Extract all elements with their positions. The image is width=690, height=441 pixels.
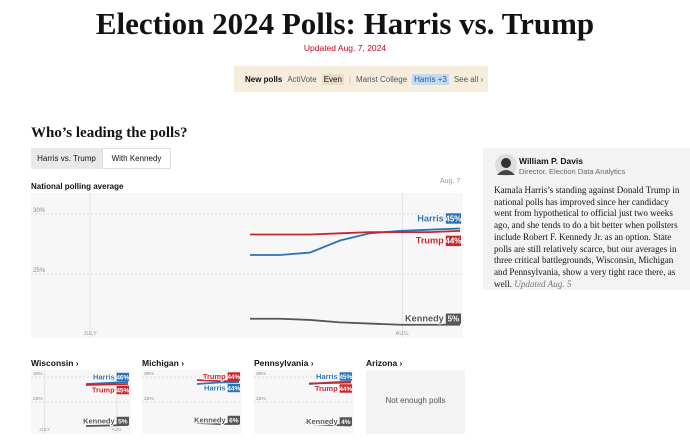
- line: [85, 383, 129, 386]
- author-role: Director, Election Data Analytics: [519, 167, 626, 176]
- note: Not enough polls: [385, 396, 446, 405]
- tab[interactable]: Harris vs. Trump: [31, 148, 102, 169]
- poll-result: Even: [321, 73, 344, 85]
- state-title[interactable]: Arizona ›: [366, 358, 403, 368]
- tag-bg: [445, 235, 461, 247]
- tag-bg: [445, 213, 461, 224]
- see-all[interactable]: See all ›: [453, 74, 484, 84]
- tag-bg: [116, 385, 129, 395]
- line: [250, 230, 461, 236]
- x-tick-label: AUG.: [111, 427, 122, 432]
- tag-value: 45%: [445, 214, 461, 223]
- tag-value: 5%: [118, 418, 128, 425]
- series-name: Harris: [417, 213, 444, 223]
- tag-bg: [227, 372, 240, 381]
- series-name: Kennedy: [405, 314, 445, 324]
- tag-bg: [339, 384, 352, 393]
- tag-value: 46%: [116, 374, 129, 381]
- chart-title: National polling average: [31, 182, 124, 191]
- poll-result: Harris +3: [412, 73, 449, 85]
- line: [196, 381, 240, 385]
- tag-value: 5%: [448, 315, 460, 324]
- series-name: Harris: [316, 372, 338, 381]
- y-tick-label: 30%: [33, 208, 46, 214]
- tag-bg: [116, 416, 129, 426]
- tag-bg: [227, 383, 240, 393]
- line: [308, 381, 352, 385]
- section-title: Who’s leading the polls?: [31, 125, 188, 141]
- x-tick-label: JULY: [84, 331, 98, 337]
- tag-bg: [339, 417, 352, 426]
- tag-value: 44%: [227, 374, 240, 381]
- series-name: Kennedy: [194, 415, 226, 424]
- x-tick-label: AUG.: [396, 331, 410, 337]
- tag-value: 6%: [229, 417, 239, 424]
- pollster: ActiVote: [287, 74, 317, 84]
- updated: Updated Aug. 7, 2024: [303, 43, 387, 53]
- line: [250, 317, 460, 326]
- author-text: Kamala Harris’s standing against Donald …: [494, 185, 680, 290]
- series-name: Trump: [203, 372, 226, 381]
- series-name: Kennedy: [83, 416, 115, 425]
- new-polls-label: New polls: [245, 74, 283, 84]
- tab[interactable]: With Kennedy: [102, 148, 171, 169]
- y-tick-label: 30%: [144, 371, 154, 377]
- tag-bg: [445, 313, 461, 324]
- series-name: Harris: [204, 383, 226, 392]
- avatar: [495, 154, 517, 176]
- series-name: Kennedy: [306, 417, 338, 426]
- tag-bg: [339, 372, 352, 381]
- series-name: Trump: [92, 385, 115, 394]
- author-updated: Updated Aug. 5: [514, 278, 572, 289]
- pollster: Marist College: [356, 74, 408, 84]
- divider: |: [348, 74, 352, 84]
- line: [250, 227, 461, 256]
- y-tick-label: 30%: [33, 371, 43, 377]
- y-tick-label: 30%: [256, 371, 266, 377]
- state-title[interactable]: Pennsylvania ›: [254, 358, 314, 368]
- tag-value: 44%: [227, 385, 240, 392]
- body: Kamala Harris’s standing against Donald …: [494, 185, 680, 289]
- tag-value: 4%: [341, 419, 351, 426]
- tag-bg: [116, 372, 129, 382]
- state-box: Not enough polls: [366, 370, 465, 434]
- x-tick-label: JULY: [39, 427, 50, 432]
- y-tick-label: 25%: [256, 396, 266, 402]
- tag-value: 45%: [116, 387, 129, 394]
- series-name: Trump: [315, 384, 338, 393]
- state-title[interactable]: Wisconsin ›: [31, 358, 79, 368]
- author-name: William P. Davis: [519, 156, 584, 166]
- tag-value: 44%: [445, 237, 461, 246]
- plot-bg: [31, 193, 463, 338]
- y-tick-label: 25%: [33, 268, 46, 274]
- series-name: Trump: [416, 236, 444, 246]
- main-chart: 30% 25% JULY AUG. 45%Harris 44%Trump 5%Kennedy: [31, 193, 463, 338]
- author-box: William P. Davis Director, Election Data…: [483, 148, 690, 290]
- new-polls-bar: New polls ActiVote Even | Marist College…: [234, 66, 488, 92]
- series-name: Harris: [93, 372, 115, 381]
- date-label: Aug. 7: [440, 178, 461, 185]
- tag-bg: [227, 415, 240, 425]
- y-tick-label: 25%: [144, 396, 154, 402]
- title: Election 2024 Polls: Harris vs. Trump: [95, 6, 595, 41]
- tag-value: 44%: [339, 386, 352, 393]
- line: [85, 381, 129, 385]
- state-title[interactable]: Michigan ›: [142, 358, 185, 368]
- y-tick-label: 25%: [33, 396, 43, 402]
- tag-value: 45%: [339, 374, 352, 381]
